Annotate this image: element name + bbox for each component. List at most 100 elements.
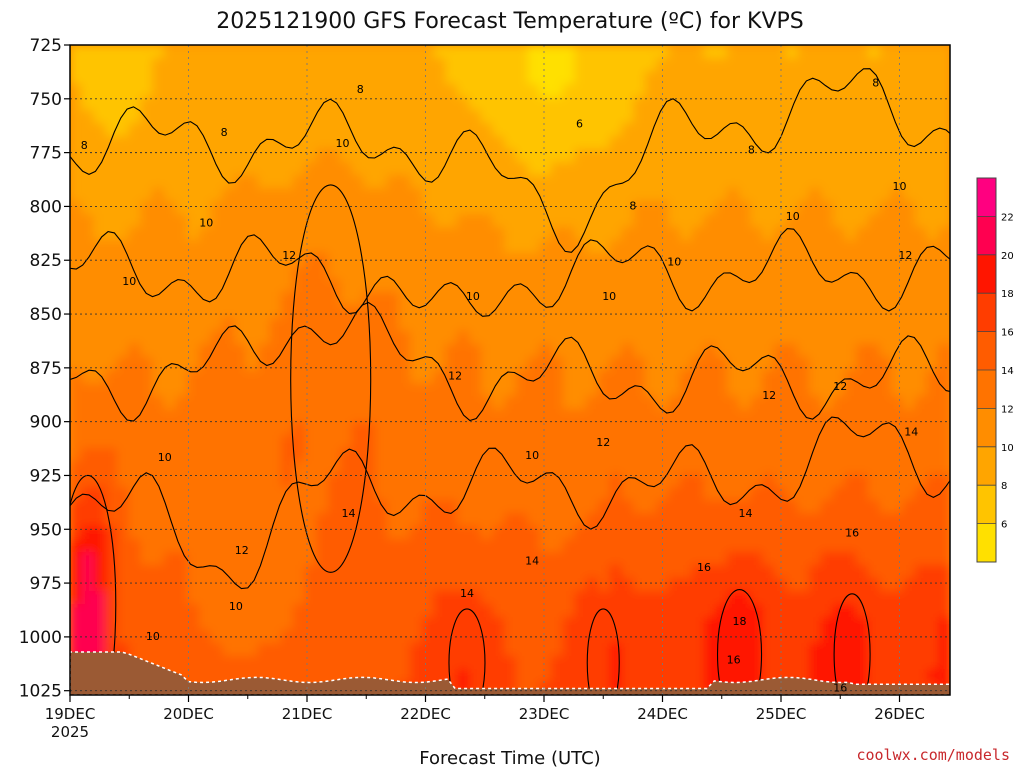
y-tick-label: 850: [30, 305, 62, 325]
colorbar-band: [977, 408, 996, 447]
contour-label: 10: [199, 217, 213, 230]
colorbar-band: [977, 523, 996, 562]
plot-area: 8 8 8 6 8 8 8 10 10 10 10 10 10 10 10 10 10 10 10 12 12 12 12 1…: [70, 45, 950, 695]
contour-label: 12: [282, 249, 296, 262]
contour-label: 10: [525, 449, 539, 462]
contour-loop: [290, 184, 372, 573]
contour-label: 8: [872, 77, 879, 90]
colorbar-band: [977, 178, 996, 217]
contour-label: 10: [122, 275, 136, 288]
contour-label: 12: [235, 544, 249, 557]
colorbar-band: [977, 293, 996, 332]
contour-label: 16: [833, 682, 847, 695]
contour-label: 12: [448, 370, 462, 383]
contour-label: 8: [221, 126, 228, 139]
x-tick-label: 21DEC: [282, 705, 333, 723]
temperature-field: [70, 45, 950, 695]
contour-loop: [716, 589, 763, 695]
x-axis-label: Forecast Time (UTC): [419, 748, 600, 768]
grid-lines: [70, 45, 950, 695]
y-tick-label: 1000: [19, 628, 62, 648]
colorbar-tick-label: 12: [1001, 404, 1014, 415]
contour-label: 8: [748, 144, 755, 157]
x-tick-label: 26DEC: [874, 705, 925, 723]
y-axis: 725 750 775 800 825 850 875 900 925 950 975 1000 102…: [19, 36, 70, 702]
x-tick-label: 22DEC: [400, 705, 451, 723]
contour-label: 10: [336, 137, 350, 150]
y-tick-label: 950: [30, 520, 62, 540]
x-tick-label: 25DEC: [756, 705, 807, 723]
contour-label: 10: [786, 210, 800, 223]
chart-title: 2025121900 GFS Forecast Temperature (ºC)…: [216, 9, 804, 34]
contour-line-12: [70, 301, 950, 422]
contour-label: 14: [460, 587, 474, 600]
contour-label: 14: [739, 507, 753, 520]
y-tick-label: 875: [30, 359, 62, 379]
colorbar-band: [977, 370, 996, 409]
contour-label: 10: [466, 290, 480, 303]
y-tick-label: 825: [30, 251, 62, 271]
contour-loop: [70, 474, 117, 695]
colorbar-tick-label: 20: [1001, 251, 1014, 262]
y-tick-label: 925: [30, 466, 62, 486]
x-tick-label: 20DEC: [163, 705, 214, 723]
contour-label: 12: [762, 389, 776, 402]
colorbar-tick-label: 18: [1001, 289, 1014, 300]
contour-lines: [70, 68, 950, 695]
contour-label: 14: [904, 425, 918, 438]
x-axis: 19DEC 20DEC 21DEC 22DEC 23DEC 24DEC 25DEC 26DEC…: [45, 695, 925, 741]
y-tick-label: 800: [30, 197, 62, 217]
contour-label: 8: [357, 83, 364, 96]
colorbar-tick-label: 6: [1001, 520, 1007, 531]
contour-label: 16: [697, 561, 711, 574]
contour-label: 6: [576, 118, 583, 131]
colorbar-band: [977, 485, 996, 524]
terrain-fill: [70, 651, 950, 695]
contour-label: 10: [146, 630, 160, 643]
contour-loop: [833, 593, 871, 695]
contour-label: 16: [727, 654, 741, 667]
colorbar-band: [977, 254, 996, 294]
colorbar-tick-label: 8: [1001, 481, 1007, 492]
colorbar-tick-label: 22: [1001, 212, 1014, 223]
colorbar-tick-label: 10: [1001, 443, 1014, 454]
colorbar-band: [977, 331, 996, 370]
colorbar-band: [977, 446, 996, 486]
colorbar: 6 8 10 12 14 16 18 20 22: [976, 177, 1014, 563]
y-tick-label: 975: [30, 574, 62, 594]
credit-text: coolwx.com/models: [856, 746, 1010, 764]
contour-label: 12: [898, 249, 912, 262]
contour-line-10: [70, 228, 950, 317]
colorbar-tick-label: 16: [1001, 328, 1014, 339]
contour-label: 10: [667, 255, 681, 268]
contour-labels: 8 8 8 6 8 8 8 10 10 10 10 10 10 10 10 10 10 10 10 12 12 12 12 1…: [81, 77, 919, 695]
contour-loop: [448, 608, 486, 695]
plot-frame: [69, 44, 951, 696]
y-tick-label: 775: [30, 144, 62, 164]
contour-label: 10: [158, 451, 172, 464]
contour-label: 14: [342, 507, 356, 520]
y-tick-label: 725: [30, 36, 62, 56]
y-tick-label: 900: [30, 413, 62, 433]
contour-loop: [586, 608, 620, 695]
contour-label: 8: [81, 139, 88, 152]
contour-label: 12: [596, 436, 610, 449]
x-tick-label: 19DEC: [45, 705, 96, 723]
contour-label: 18: [733, 615, 747, 628]
contour-label: 12: [833, 380, 847, 393]
x-tick-year-label: 2025: [51, 723, 89, 741]
x-tick-label: 23DEC: [519, 705, 570, 723]
contour-label: 8: [629, 199, 636, 212]
colorbar-band: [977, 216, 996, 255]
y-tick-label: 1025: [19, 682, 62, 702]
contour-line-14: [70, 416, 950, 590]
colorbar-tick-label: 14: [1001, 366, 1014, 377]
contour-label: 10: [229, 600, 243, 613]
contour-label: 10: [893, 180, 907, 193]
contour-label: 14: [525, 555, 539, 568]
y-tick-label: 750: [30, 90, 62, 110]
contour-line-8: [70, 68, 950, 253]
contour-label: 10: [602, 290, 616, 303]
x-tick-label: 24DEC: [637, 705, 688, 723]
